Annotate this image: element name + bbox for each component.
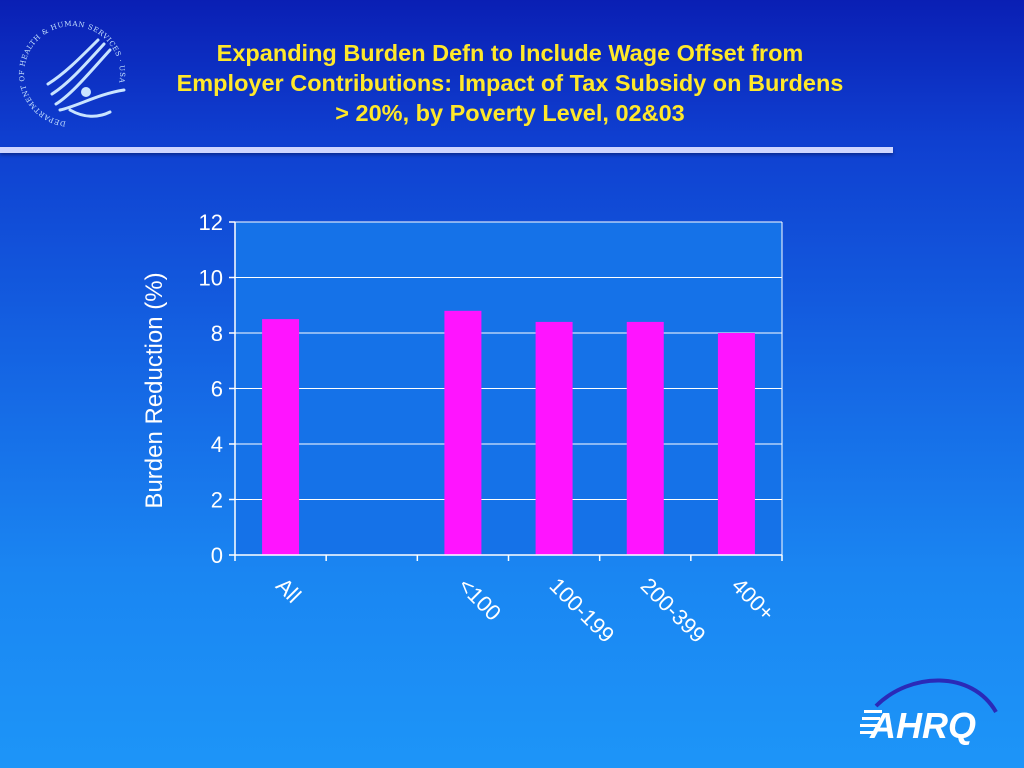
title-divider — [0, 147, 893, 153]
x-tick-label: All — [271, 573, 306, 608]
y-tick-label: 12 — [199, 210, 223, 235]
title-line-1: Expanding Burden Defn to Include Wage Of… — [216, 40, 804, 66]
x-tick-label: 200-399 — [636, 573, 711, 648]
bar — [626, 321, 664, 555]
y-tick-label: 10 — [199, 266, 223, 291]
bar — [262, 319, 300, 555]
title-line-3: > 20%, by Poverty Level, 02&03 — [335, 100, 685, 126]
x-tick-label: 100-199 — [545, 573, 620, 648]
ahrq-logo-text: AHRQ — [869, 705, 976, 746]
y-tick-label: 0 — [211, 543, 223, 568]
y-tick-label: 4 — [211, 432, 223, 457]
ahrq-logo: AHRQ — [860, 678, 998, 746]
y-axis-label: Burden Reduction (%) — [141, 272, 168, 508]
y-tick-labels: 0 2 4 6 8 10 12 — [199, 210, 223, 568]
slide-title: Expanding Burden Defn to Include Wage Of… — [120, 38, 900, 128]
grid-lines — [235, 221, 783, 555]
axes — [229, 221, 783, 561]
y-tick-label: 2 — [211, 488, 223, 513]
x-tick-label: 400+ — [727, 573, 780, 626]
y-tick-label: 6 — [211, 377, 223, 402]
x-tick-labels: All <100 100-199 200-399 400+ — [271, 573, 780, 648]
bar — [717, 333, 755, 555]
title-line-2: Employer Contributions: Impact of Tax Su… — [176, 70, 844, 96]
y-tick-label: 8 — [211, 321, 223, 346]
bar — [535, 321, 573, 555]
bar — [444, 310, 482, 555]
bars — [262, 310, 755, 555]
x-tick-label: <100 — [453, 573, 506, 626]
hhs-seal-logo: DEPARTMENT OF HEALTH & HUMAN SERVICES · … — [18, 20, 126, 128]
